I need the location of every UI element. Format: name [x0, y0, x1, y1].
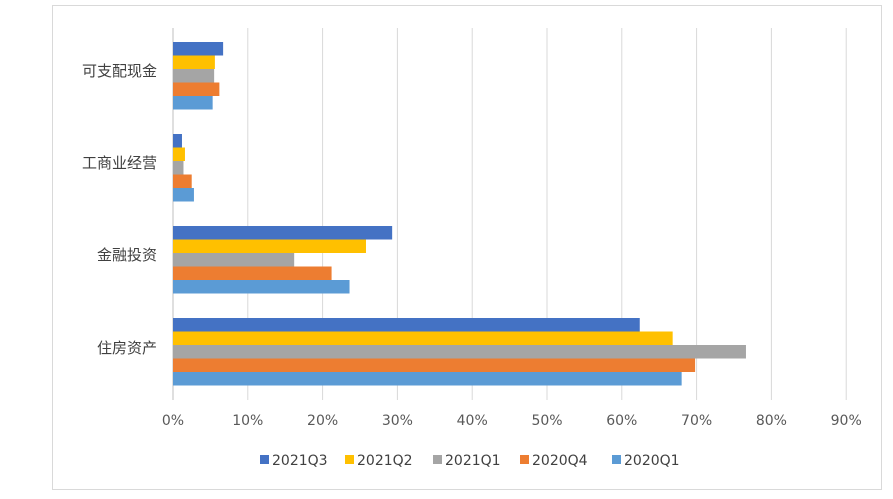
- bar: [173, 161, 184, 175]
- bar: [173, 188, 194, 202]
- bar: [173, 266, 332, 280]
- legend-swatch: [520, 455, 529, 464]
- bar: [173, 318, 640, 332]
- x-tick-label: 20%: [307, 413, 338, 429]
- bar: [173, 331, 673, 345]
- legend-swatch: [260, 455, 269, 464]
- category-label: 住房资产: [97, 339, 157, 357]
- bar: [173, 134, 182, 148]
- legend-swatch: [433, 455, 442, 464]
- legend: 2021Q3 2021Q2 2021Q1 2020Q4 2020Q1: [260, 453, 680, 469]
- x-tick-label: 70%: [681, 413, 712, 429]
- bar: [173, 372, 682, 386]
- bar: [173, 253, 295, 267]
- bar: [173, 280, 350, 294]
- legend-label: 2021Q3: [272, 453, 328, 469]
- bar: [173, 42, 224, 56]
- x-tick-label: 30%: [382, 413, 413, 429]
- x-tick-label: 90%: [831, 413, 862, 429]
- legend-label: 2021Q2: [357, 453, 413, 469]
- bar: [173, 345, 746, 359]
- bar: [173, 96, 213, 110]
- chart-frame: [52, 5, 882, 490]
- x-tick-labels: 0% 10% 20% 30% 40% 50% 60% 70% 80% 90%: [162, 413, 862, 429]
- category-label: 可支配现金: [82, 62, 157, 80]
- bar: [173, 226, 393, 240]
- legend-swatch: [612, 455, 621, 464]
- category-label: 金融投资: [97, 246, 157, 264]
- x-tick-label: 10%: [232, 413, 263, 429]
- x-tick-label: 40%: [457, 413, 488, 429]
- bars: [173, 42, 746, 386]
- bar: [173, 174, 192, 188]
- x-tick-label: 50%: [531, 413, 562, 429]
- legend-label: 2020Q4: [532, 453, 588, 469]
- legend-label: 2021Q1: [445, 453, 501, 469]
- bar: [173, 239, 366, 253]
- bar: [173, 147, 185, 161]
- legend-label: 2020Q1: [624, 453, 680, 469]
- legend-swatch: [345, 455, 354, 464]
- x-tick-label: 80%: [756, 413, 787, 429]
- x-tick-label: 60%: [606, 413, 637, 429]
- x-tick-label: 0%: [162, 413, 184, 429]
- category-label: 工商业经营: [82, 154, 157, 172]
- bar: [173, 358, 696, 372]
- bar: [173, 82, 220, 96]
- bar: [173, 55, 215, 69]
- bar: [173, 69, 215, 83]
